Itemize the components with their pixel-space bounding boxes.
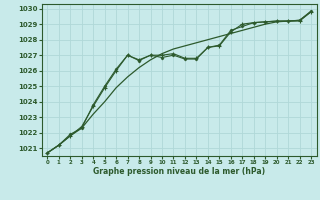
X-axis label: Graphe pression niveau de la mer (hPa): Graphe pression niveau de la mer (hPa): [93, 167, 265, 176]
